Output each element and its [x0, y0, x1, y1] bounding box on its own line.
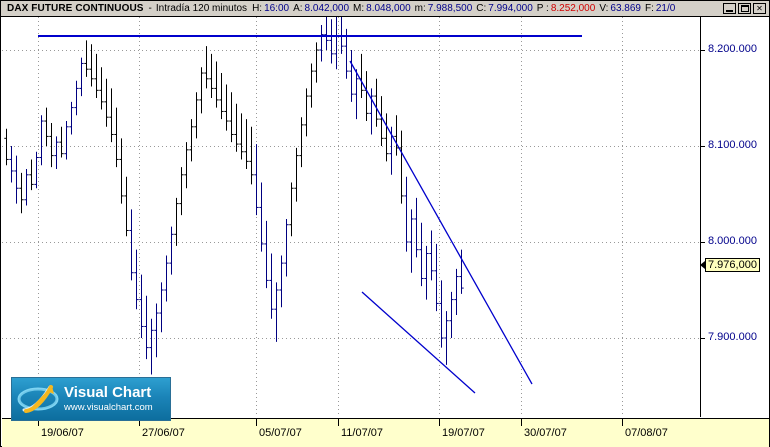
chart-plot-area[interactable] [2, 17, 699, 417]
quote-field-value: 8.048,000 [366, 2, 411, 14]
ohlc-chart [2, 17, 699, 417]
ohlc-bars [4, 17, 464, 375]
price-tick-mark [701, 50, 705, 51]
quote-field: C: 7.994,000 [476, 3, 533, 14]
quote-field: P :8.252,000 [537, 3, 596, 14]
date-tick-label: 11/07/07 [341, 427, 384, 439]
instrument-name: DAX FUTURE CONTINUOUS [7, 2, 144, 14]
quote-field: m: 7.988,500 [415, 3, 473, 14]
price-tick-mark [701, 242, 705, 243]
quote-field-value: 8.042,000 [304, 2, 350, 14]
logo-title: Visual Chart [64, 384, 152, 401]
date-tick-mark [338, 419, 339, 426]
timeframe-label: Intradía 120 minutos [155, 2, 248, 14]
quote-field-value: 63.869 [610, 2, 641, 14]
quote-field-label: F: [644, 2, 654, 14]
quote-field: M: 8.048,000 [353, 3, 411, 14]
quote-field-label: M: [353, 2, 365, 14]
horizontal-gridlines [2, 50, 699, 339]
quote-field: H: 16:00 [252, 3, 289, 14]
quote-field-label: H: [252, 2, 263, 14]
date-tick-label: 27/06/07 [142, 427, 185, 439]
close-button[interactable]: ✕ [753, 3, 766, 14]
date-tick-label: 19/06/07 [41, 427, 84, 439]
price-tick-mark [701, 338, 705, 339]
date-tick-label: 07/08/07 [625, 427, 668, 439]
maximize-button[interactable] [738, 3, 751, 14]
date-axis[interactable]: 19/06/07 27/06/07 05/07/07 11/07/07 19/07/07… [2, 418, 769, 447]
channel-lower-trendline [361, 291, 476, 394]
last-price-marker: 7.976,000 [705, 258, 760, 272]
logo-text-block: Visual Chart www.visualchart.com [64, 384, 153, 414]
quote-field-value: 21/0 [655, 2, 676, 14]
logo-url: www.visualchart.com [64, 402, 153, 413]
vertical-gridlines [38, 17, 623, 417]
quote-field-label: m: [414, 2, 426, 14]
date-tick-label: 05/07/07 [259, 427, 302, 439]
quote-field-label: P : [536, 2, 549, 14]
price-tick-label: 7.900.000 [708, 331, 757, 343]
price-tick-label: 8.200.000 [708, 43, 757, 55]
date-tick-mark [521, 419, 522, 426]
quote-field-value: 8.252,000 [550, 2, 596, 14]
window-title-bar: DAX FUTURE CONTINUOUS - Intradía 120 min… [1, 1, 769, 17]
last-price-value: 7.976,000 [708, 259, 757, 271]
quote-field-value: 7.988,500 [427, 2, 473, 14]
minimize-button[interactable] [723, 3, 736, 14]
channel-upper-trendline [349, 60, 533, 385]
last-price-arrow-icon [700, 261, 705, 269]
quote-field-label: V: [599, 2, 609, 14]
visual-chart-mark-icon [16, 381, 62, 417]
visual-chart-logo: Visual Chart www.visualchart.com [11, 377, 171, 421]
quote-field-label: C: [476, 2, 487, 14]
price-tick-label: 8.100.000 [708, 139, 757, 151]
price-tick-mark [701, 146, 705, 147]
date-tick-label: 30/07/07 [524, 427, 567, 439]
quote-field: A: 8.042,000 [293, 3, 349, 14]
price-axis[interactable]: 8.200.000 8.100.000 8.000.000 7.900.000 7.9… [700, 17, 769, 417]
date-tick-label: 19/07/07 [442, 427, 485, 439]
date-tick-mark [439, 419, 440, 426]
quote-field-value: 16:00 [264, 2, 290, 14]
quote-field: F: 21/0 [645, 3, 675, 14]
window-controls: ✕ [723, 3, 766, 14]
date-tick-mark [139, 419, 140, 426]
chart-annotations [38, 35, 582, 394]
date-tick-mark [38, 419, 39, 426]
quote-field-value: 7.994,000 [488, 2, 533, 14]
date-tick-mark [256, 419, 257, 426]
date-tick-mark [622, 419, 623, 426]
price-tick-label: 8.000.000 [708, 235, 757, 247]
quote-field: V: 63.869 [599, 3, 641, 14]
quote-field-label: A: [293, 2, 303, 14]
title-separator: - [148, 2, 152, 14]
quote-fields: H: 16:00 A: 8.042,000 M: 8.048,000 m: 7.988,500… [252, 3, 679, 14]
